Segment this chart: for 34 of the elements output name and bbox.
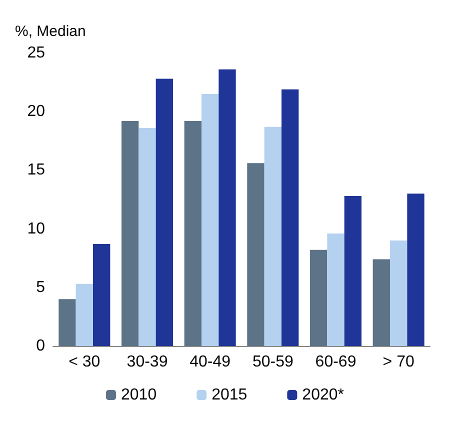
legend-label: 2020*	[302, 386, 344, 404]
x-tick-label: 30-39	[126, 354, 168, 370]
bar	[282, 89, 299, 346]
bar	[184, 120, 202, 346]
bar	[121, 120, 139, 346]
x-tick-label: 40-49	[190, 354, 231, 370]
y-tick-label: 15	[27, 162, 46, 179]
bar	[138, 128, 156, 346]
bar	[327, 233, 344, 346]
x-tick-label: 60-69	[315, 354, 356, 370]
bar	[344, 196, 362, 346]
x-tick-label: 50-59	[252, 354, 294, 370]
x-tick-label: < 30	[68, 354, 100, 370]
y-tick-label: 10	[27, 220, 46, 238]
bar	[310, 250, 328, 346]
y-tick-label: 20	[27, 103, 46, 120]
legend-label: 2010	[120, 386, 157, 404]
bar	[390, 240, 408, 346]
bar	[93, 244, 110, 346]
legend-label: 2015	[212, 386, 248, 404]
x-tick-label: > 70	[382, 354, 414, 370]
bar	[58, 299, 76, 346]
bar	[76, 284, 94, 346]
bar	[407, 194, 424, 346]
bar	[156, 78, 174, 346]
bar	[264, 126, 282, 346]
y-axis-title: %, Median	[15, 23, 86, 40]
bar	[372, 259, 390, 346]
bar	[247, 163, 264, 346]
y-tick-label: 25	[27, 44, 46, 62]
y-tick-label: 0	[36, 338, 46, 354]
y-tick-label: 5	[36, 278, 46, 296]
bar	[218, 69, 236, 346]
bar	[201, 94, 219, 346]
